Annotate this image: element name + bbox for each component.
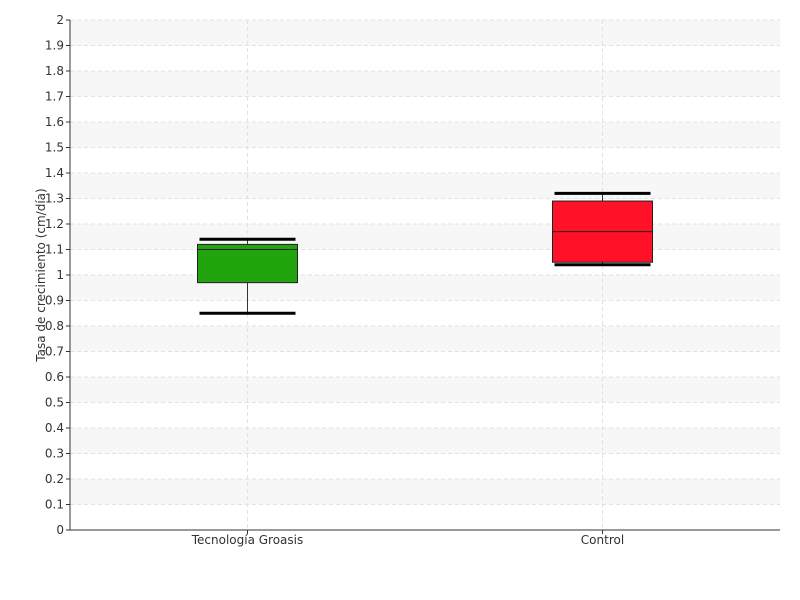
band bbox=[70, 249, 780, 275]
band bbox=[70, 173, 780, 199]
band bbox=[70, 377, 780, 403]
band bbox=[70, 198, 780, 224]
x-axis-labels: Tecnología Groasis Control bbox=[191, 530, 624, 547]
y-tick-label: 1.9 bbox=[45, 39, 64, 53]
band bbox=[70, 96, 780, 122]
band bbox=[70, 402, 780, 428]
y-tick-label: 1.8 bbox=[45, 64, 64, 78]
y-tick-label: 0.3 bbox=[45, 447, 64, 461]
y-tick-label: 1.6 bbox=[45, 115, 64, 129]
y-tick-label: 0.5 bbox=[45, 396, 64, 410]
y-tick-label: 0.1 bbox=[45, 498, 64, 512]
y-tick-label: 1.3 bbox=[45, 192, 64, 206]
y-tick-label: 0.6 bbox=[45, 370, 64, 384]
box-0 bbox=[197, 237, 298, 315]
x-tick-label: Control bbox=[581, 533, 624, 547]
y-tick-label: 1.7 bbox=[45, 90, 64, 104]
band bbox=[70, 224, 780, 250]
y-tick-label: 1.4 bbox=[45, 166, 64, 180]
y-tick-label: 0 bbox=[56, 523, 64, 537]
band bbox=[70, 147, 780, 173]
band bbox=[70, 326, 780, 352]
y-tick-label: 0.8 bbox=[45, 319, 64, 333]
iqr-box bbox=[197, 243, 298, 284]
band bbox=[70, 71, 780, 97]
band bbox=[70, 275, 780, 301]
y-tick-label: 1.1 bbox=[45, 243, 64, 257]
y-tick-label: 0.4 bbox=[45, 421, 64, 435]
background-bands bbox=[70, 20, 780, 530]
band bbox=[70, 300, 780, 326]
y-tick-label: 0.9 bbox=[45, 294, 64, 308]
y-axis-title: Tasa de crecimiento (cm/día) bbox=[34, 188, 48, 362]
x-tick-label: Tecnología Groasis bbox=[191, 533, 304, 547]
y-tick-label: 2 bbox=[56, 13, 64, 27]
y-tick-label: 0.7 bbox=[45, 345, 64, 359]
box-1 bbox=[552, 191, 653, 267]
band bbox=[70, 20, 780, 46]
y-tick-label: 1 bbox=[56, 268, 64, 282]
y-tick-label: 0.2 bbox=[45, 472, 64, 486]
boxes bbox=[197, 191, 653, 315]
band bbox=[70, 45, 780, 71]
gridlines bbox=[70, 19, 780, 530]
band bbox=[70, 504, 780, 530]
band bbox=[70, 428, 780, 454]
band bbox=[70, 351, 780, 377]
band bbox=[70, 479, 780, 505]
y-axis-ticks: 0 0.1 0.2 0.3 0.4 0.5 0.6 0.7 0.8 0.9 1 1.1 1.2 1.3 1.… bbox=[45, 13, 70, 537]
y-tick-label: 1.2 bbox=[45, 217, 64, 231]
band bbox=[70, 453, 780, 479]
band bbox=[70, 122, 780, 148]
y-tick-label: 1.5 bbox=[45, 141, 64, 155]
